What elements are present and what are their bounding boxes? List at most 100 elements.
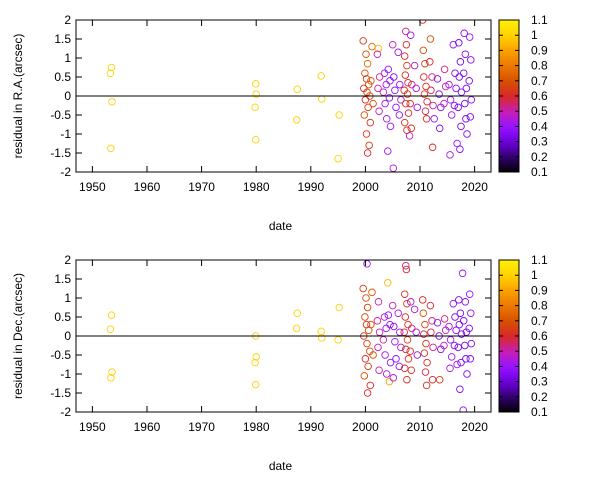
data-point — [465, 324, 473, 333]
data-point — [422, 82, 430, 91]
colorbar-band — [499, 75, 519, 79]
data-point — [388, 301, 397, 310]
data-point — [461, 50, 470, 58]
colorbar-band — [499, 318, 519, 322]
data-point — [361, 313, 369, 321]
x-tick-label: 2010 — [407, 180, 434, 194]
data-point — [373, 50, 382, 58]
y-tick-label: -2 — [60, 165, 71, 179]
colorbar-band — [499, 151, 519, 155]
data-point — [374, 298, 383, 306]
colorbar-band — [499, 161, 519, 165]
colorbar-tick-label: 0.1 — [531, 405, 548, 419]
colorbar-band — [499, 98, 519, 102]
y-tick-label: -1.5 — [50, 146, 71, 160]
data-point — [374, 343, 382, 352]
data-point — [382, 115, 391, 123]
data-point — [379, 88, 388, 96]
data-point — [451, 313, 459, 321]
data-point — [427, 86, 435, 95]
data-point — [334, 154, 342, 163]
colorbar-tick-label: 0.7 — [531, 74, 548, 88]
data-point — [107, 144, 115, 153]
colorbar-band — [499, 47, 519, 51]
colorbar-band — [499, 20, 519, 24]
data-point — [457, 358, 465, 367]
colorbar-band — [499, 381, 519, 385]
data-point — [389, 164, 398, 172]
colorbar-band — [499, 374, 519, 378]
data-point — [403, 90, 412, 98]
colorbar-band — [499, 328, 519, 332]
data-point — [461, 298, 470, 306]
data-point — [400, 290, 409, 298]
colorbar-band — [499, 58, 519, 62]
colorbar-tick-label: 0.5 — [531, 344, 548, 358]
colorbar-band — [499, 368, 519, 372]
data-point — [394, 309, 402, 317]
colorbar-tick-label: 0.5 — [531, 104, 548, 118]
data-point — [359, 284, 367, 293]
colorbar-band — [499, 73, 519, 77]
colorbar-band — [499, 65, 519, 69]
data-point — [406, 298, 415, 306]
colorbar-band — [499, 285, 519, 289]
colorbar-band — [499, 262, 519, 266]
data-point — [375, 366, 383, 374]
colorbar-band — [499, 386, 519, 390]
colorbar-tick-label: 0.4 — [531, 359, 548, 373]
data-point — [412, 328, 420, 336]
colorbar-band — [499, 338, 519, 342]
colorbar-tick-label: 0.6 — [531, 329, 548, 343]
data-point — [422, 339, 430, 348]
colorbar-band — [499, 68, 519, 72]
data-point — [463, 130, 471, 138]
colorbar-tick-label: 0.7 — [531, 314, 548, 328]
colorbar-band — [499, 361, 519, 365]
colorbar-band — [499, 265, 519, 269]
colorbar-tick-label: 0.6 — [531, 89, 548, 103]
data-point — [447, 353, 456, 361]
colorbar-band — [499, 40, 519, 44]
data-point — [419, 46, 428, 55]
y-tick-label: -2 — [60, 405, 71, 419]
data-point — [335, 303, 343, 312]
data-point — [363, 303, 372, 312]
data-point — [456, 145, 464, 153]
data-point — [467, 339, 476, 348]
colorbar-band — [499, 292, 519, 296]
data-point — [385, 377, 394, 386]
data-point — [363, 149, 372, 157]
data-point — [404, 355, 413, 363]
colorbar-band — [499, 280, 519, 284]
data-point — [317, 334, 326, 342]
data-point — [462, 115, 470, 123]
data-point — [391, 86, 399, 95]
data-point — [435, 375, 444, 384]
data-point — [405, 132, 414, 140]
y-tick-label: 2 — [64, 13, 71, 27]
data-point — [452, 84, 460, 93]
data-point — [466, 355, 475, 363]
data-point — [455, 39, 463, 47]
colorbar-band — [499, 85, 519, 89]
data-point — [366, 118, 375, 127]
data-point — [368, 288, 376, 297]
data-point — [374, 44, 383, 53]
data-point — [293, 309, 301, 317]
data-point — [428, 375, 437, 384]
data-point — [396, 80, 404, 89]
data-point — [366, 381, 375, 390]
colorbar-band — [499, 126, 519, 130]
data-point — [450, 101, 459, 110]
colorbar-band — [499, 136, 519, 140]
data-point — [440, 99, 448, 108]
colorbar-band — [499, 298, 519, 302]
data-point — [391, 337, 399, 346]
colorbar-tick-label: 0.3 — [531, 375, 548, 389]
x-tick-label: 1960 — [134, 420, 161, 434]
colorbar-band — [499, 108, 519, 112]
x-tick-label: 2020 — [461, 420, 488, 434]
colorbar-band — [499, 267, 519, 271]
colorbar-band — [499, 353, 519, 357]
